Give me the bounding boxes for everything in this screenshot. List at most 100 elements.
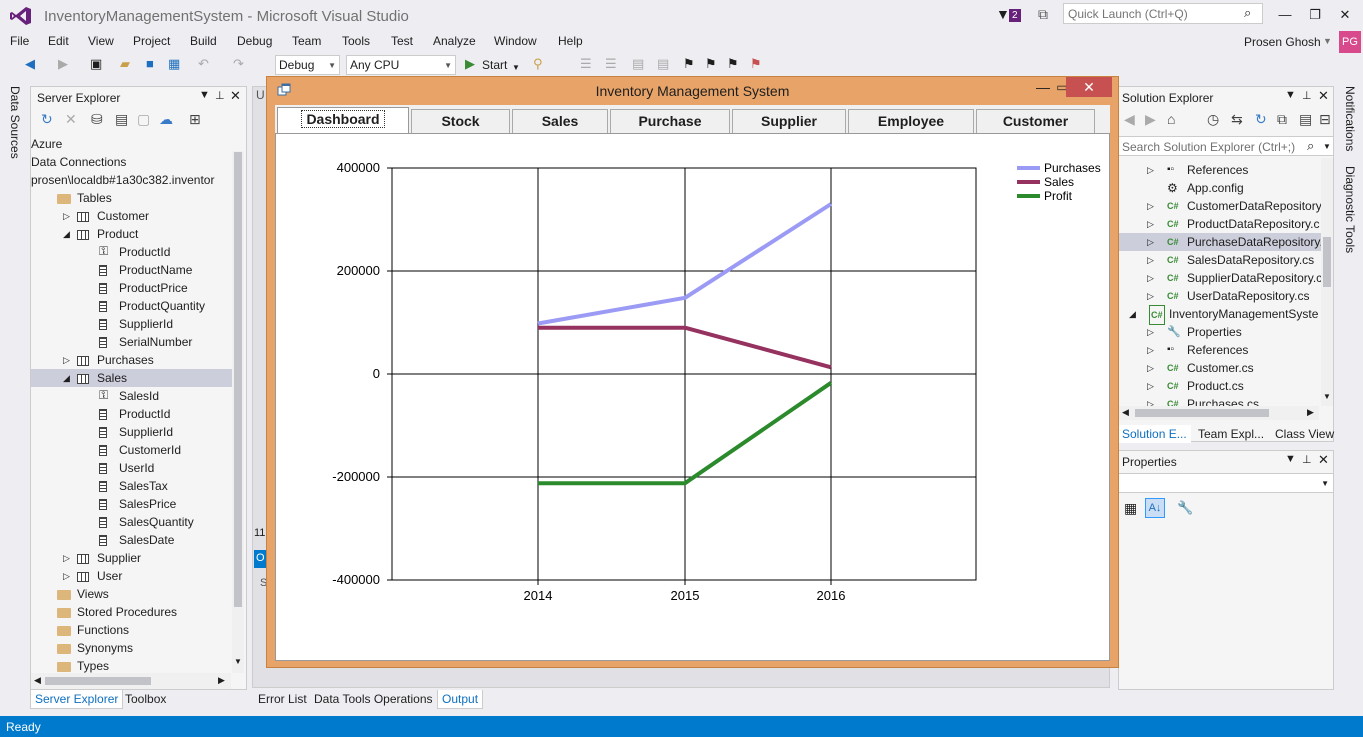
collapsed-arrow-icon[interactable]: ▷ [1147,165,1154,175]
collapsed-arrow-icon[interactable]: ▷ [1147,345,1154,355]
data-sources-tab[interactable]: Data Sources [8,86,22,159]
scroll-right-icon[interactable]: ▶ [218,675,225,685]
indent-icon[interactable]: ☰ [580,56,592,71]
collapsed-arrow-icon[interactable]: ▷ [63,571,70,581]
search-icon[interactable]: ⌕ [1307,138,1315,153]
collapsed-arrow-icon[interactable]: ▷ [1147,363,1154,373]
collapsed-arrow-icon[interactable]: ▷ [1147,273,1154,283]
tab-server-explorer[interactable]: Server Explorer [30,690,124,709]
expanded-arrow-icon[interactable]: ◢ [63,229,70,239]
app-window-icon[interactable] [277,83,291,97]
redo-icon[interactable]: ↷ [233,56,244,71]
scroll-left-icon[interactable]: ◀ [34,675,41,685]
close-icon[interactable]: ✕ [1318,452,1329,467]
properties-icon[interactable]: ⊞ [189,111,201,127]
feedback-icon[interactable]: ⧉ [1038,6,1048,22]
menu-team[interactable]: Team [292,34,322,48]
collapsed-arrow-icon[interactable]: ▷ [1147,399,1154,409]
tree-node[interactable]: ◢ Sales [31,369,236,387]
tree-node[interactable]: ▷ Customer [31,207,236,225]
close-icon[interactable]: ✕ [230,88,241,103]
solution-configuration-dropdown[interactable]: Debug ▼ [275,55,340,75]
tree-node[interactable]: Stored Procedures [31,603,236,621]
minimize-window-button[interactable]: — [1278,7,1292,22]
solution-search-input[interactable]: Search Solution Explorer (Ctrl+;) [1119,136,1333,156]
start-button[interactable]: Start [482,58,508,72]
close-window-button[interactable]: ✕ [1339,7,1351,22]
tree-node[interactable]: ▷ User [31,567,236,585]
clear-bookmarks-icon[interactable]: ⚑ [750,56,762,71]
show-all-files-icon[interactable]: ▤ [1299,111,1313,127]
home-icon[interactable]: ⌂ [1167,111,1176,127]
tab-output[interactable]: Output [437,690,484,709]
tab-team-explorer[interactable]: Team Expl... [1198,427,1265,441]
tree-node[interactable]: SerialNumber [31,333,236,351]
tree-node[interactable]: ▷ Purchases [31,351,236,369]
tree-node[interactable]: SupplierId [31,423,236,441]
tree-node[interactable]: ▷ 🔧 Properties [1119,323,1321,341]
tab-data-tools-operations[interactable]: Data Tools Operations [314,692,433,706]
previous-bookmark-icon[interactable]: ⚑ [705,56,717,71]
tree-node[interactable]: Synonyms [31,639,236,657]
solution-platform-dropdown[interactable]: Any CPU ▼ [346,55,456,75]
menu-window[interactable]: Window [494,34,537,48]
scrollbar-thumb[interactable] [1135,409,1269,417]
scroll-down-icon[interactable]: ▼ [234,657,242,666]
tree-node[interactable]: ▷ C# Customer.cs [1119,359,1321,377]
collapsed-arrow-icon[interactable]: ▷ [1147,219,1154,229]
diagnostic-tools-tab[interactable]: Diagnostic Tools [1343,166,1357,254]
chevron-down-icon[interactable]: ▼ [1323,142,1331,151]
properties-icon[interactable]: ⊟ [1319,111,1331,127]
bookmark-icon[interactable]: ⚑ [683,56,695,71]
menu-test[interactable]: Test [391,34,414,48]
menu-project[interactable]: Project [133,34,171,48]
tab-dashboard[interactable]: Dashboard [277,107,409,133]
expanded-arrow-icon[interactable]: ◢ [63,373,70,383]
pin-icon[interactable]: ⊥ [1302,454,1312,466]
tree-node[interactable]: ProductQuantity [31,297,236,315]
back-icon[interactable]: ◀ [25,56,35,71]
search-icon[interactable]: ⌕ [1244,5,1252,20]
chevron-down-icon[interactable]: ▼ [1323,36,1332,46]
tab-error-list[interactable]: Error List [258,692,307,706]
tab-customer[interactable]: Customer [976,109,1095,133]
user-name[interactable]: Prosen Ghosh [1244,35,1321,49]
tree-node[interactable]: ▷ C# UserDataRepository.cs [1119,287,1321,305]
tree-node[interactable]: ▷ ▪▫ References [1119,341,1321,359]
tree-node[interactable]: ProductPrice [31,279,236,297]
close-icon[interactable]: ✕ [1318,88,1329,103]
tree-node[interactable]: ProductId [31,405,236,423]
tree-node[interactable]: ▷ C# Product.cs [1119,377,1321,395]
chevron-down-icon[interactable]: ▼ [199,89,210,101]
expanded-arrow-icon[interactable]: ◢ [1129,309,1136,319]
collapsed-arrow-icon[interactable]: ▷ [1147,201,1154,211]
collapsed-arrow-icon[interactable]: ▷ [1147,255,1154,265]
menu-analyze[interactable]: Analyze [433,34,476,48]
avatar[interactable]: PG [1339,31,1361,53]
menu-view[interactable]: View [88,34,114,48]
connect-server-icon[interactable]: ▤ [115,111,129,127]
tree-node[interactable]: prosen\localdb#1a30c382.inventor [31,171,236,189]
tree-node[interactable]: ▷ ▪▫ References [1119,161,1321,179]
collapsed-arrow-icon[interactable]: ▷ [1147,291,1154,301]
tab-solution-explorer[interactable]: Solution E... [1118,425,1191,443]
menu-tools[interactable]: Tools [342,34,371,48]
refresh-icon[interactable]: ↻ [1255,111,1267,127]
tree-node[interactable]: Azure [31,135,236,153]
tree-node[interactable]: ◢ C# InventoryManagementSyste [1119,305,1321,325]
tree-node[interactable]: SalesPrice [31,495,236,513]
forward-icon[interactable]: ▶ [1145,111,1156,127]
minimize-button[interactable]: — [1036,79,1050,95]
sharepoint-icon[interactable]: ▢ [137,111,151,127]
chevron-down-icon[interactable]: ▼ [512,63,520,72]
maximize-button[interactable]: ▭ [1056,80,1068,94]
tab-purchase[interactable]: Purchase [610,109,730,133]
object-selector-dropdown[interactable]: ▼ [1119,473,1333,493]
chevron-down-icon[interactable]: ▼ [1285,453,1296,465]
scroll-down-icon[interactable]: ▼ [1323,392,1331,401]
collapse-all-icon[interactable]: ⧉ [1277,111,1287,127]
uncomment-icon[interactable]: ▤ [657,56,670,71]
tree-node[interactable]: CustomerId [31,441,236,459]
notification-flag-icon[interactable]: ▼ [996,6,1010,22]
tree-node[interactable]: ▷ C# SalesDataRepository.cs [1119,251,1321,269]
